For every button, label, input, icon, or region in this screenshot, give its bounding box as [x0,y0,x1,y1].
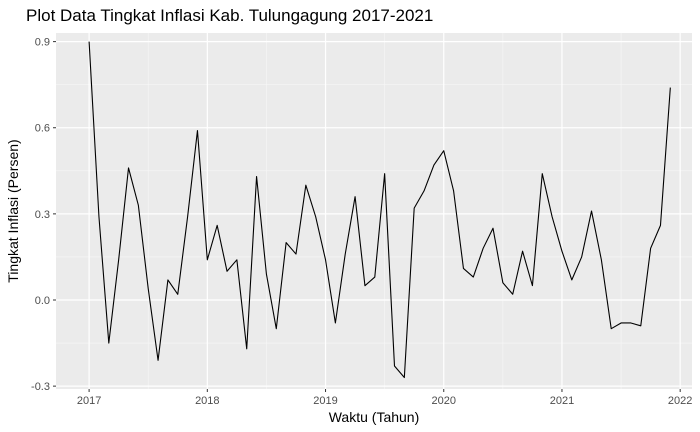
x-tick-label: 2020 [432,395,456,407]
x-axis-title: Waktu (Tahun) [329,409,420,425]
grid-lines [56,33,692,389]
x-tick-label: 2017 [77,395,101,407]
y-axis-title: Tingkat Inflasi (Persen) [5,139,21,282]
y-tick-label: 0.6 [35,123,50,135]
y-tick-label: -0.3 [31,381,50,393]
chart-title: Plot Data Tingkat Inflasi Kab. Tulungagu… [26,6,434,25]
x-tick-label: 2018 [195,395,219,407]
x-tick-label: 2019 [313,395,337,407]
y-tick-label: 0.3 [35,209,50,221]
plot-panel [56,33,692,389]
x-tick-label: 2022 [668,395,692,407]
y-tick-label: 0.9 [35,37,50,49]
y-tick-label: 0.0 [35,295,50,307]
series-layer [88,41,671,379]
series-line [88,41,671,379]
x-tick-label: 2021 [550,395,574,407]
axis-ticks: 2017 2018 2019 2020 2021 2022 -0.3 0.0 0.3 0.6 0.9 [31,37,692,407]
